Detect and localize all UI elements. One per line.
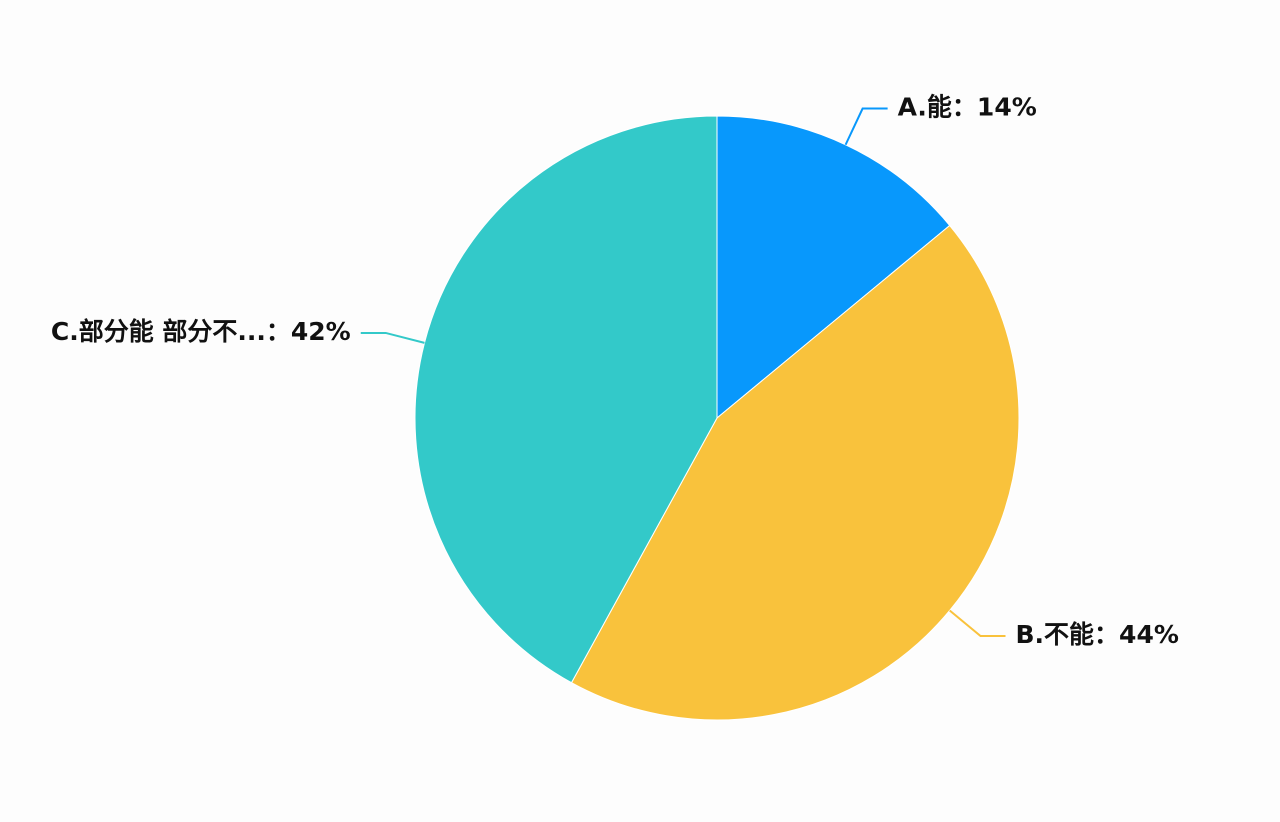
leader-line <box>949 609 1006 637</box>
pie-slice <box>716 115 951 420</box>
leader-line <box>360 331 425 344</box>
slice-label: C.部分能 部分不...：42% <box>51 317 351 346</box>
slice-label: B.不能：44% <box>1016 620 1179 649</box>
slice-label: A.能：14% <box>898 93 1037 122</box>
leader-line <box>844 107 888 146</box>
